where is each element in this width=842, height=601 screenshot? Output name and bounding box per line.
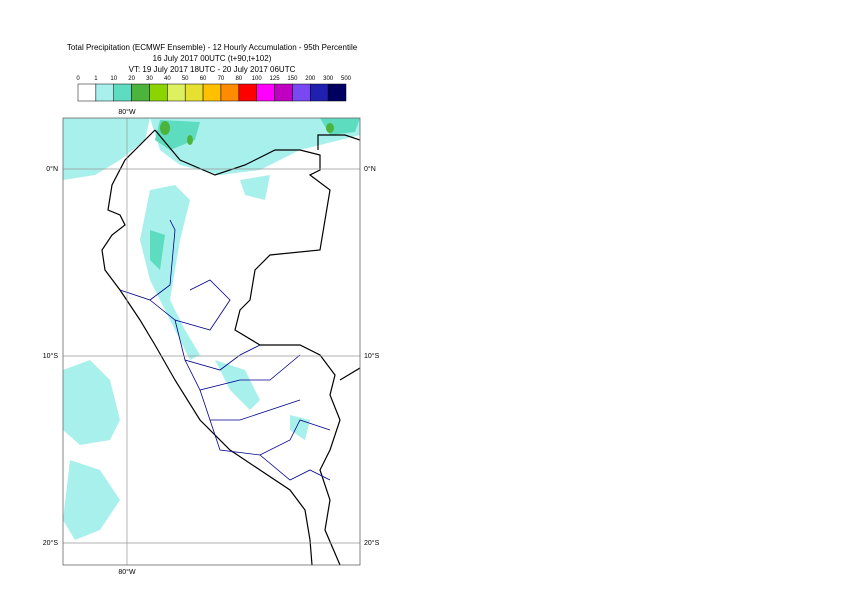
colorbar-box	[274, 83, 293, 102]
valid-time: VT: 19 July 2017 18UTC - 20 July 2017 06…	[129, 65, 296, 74]
colorbar-box	[202, 83, 222, 102]
map-frame	[62, 117, 361, 566]
colorbar-box	[95, 83, 114, 102]
colorbar-label: 100	[252, 76, 263, 82]
lat-label: 10°S	[364, 352, 380, 360]
lat-label: 0°N	[46, 165, 58, 173]
colorbar-box	[220, 83, 240, 102]
lon-label: 80°W	[118, 108, 136, 116]
title: Total Precipitation (ECMWF Ensemble) - 1…	[67, 43, 358, 52]
colorbar-label: 60	[200, 76, 207, 82]
base-time: 16 July 2017 00UTC (t+90,t+102)	[153, 54, 272, 63]
colorbar-box	[77, 83, 97, 102]
lon-label: 80°W	[118, 568, 136, 576]
colorbar-label: 80	[235, 76, 242, 82]
colorbar-label: 70	[218, 76, 225, 82]
colorbar-label: 30	[146, 76, 153, 82]
admin-borders	[119, 219, 331, 481]
colorbar-label: 500	[341, 76, 352, 82]
lat-label: 20°S	[364, 539, 380, 547]
graticule	[63, 118, 360, 565]
colorbar-box	[131, 83, 150, 102]
map	[63, 118, 360, 565]
colorbar-label: 50	[182, 76, 189, 82]
colorbar-box	[238, 83, 257, 102]
colorbar-label: 10	[110, 76, 117, 82]
colorbar-label: 40	[164, 76, 171, 82]
lat-label: 0°N	[364, 165, 376, 173]
colorbar-label: 0	[76, 76, 80, 82]
colorbar-label: 20	[128, 76, 135, 82]
colorbar-box	[113, 83, 132, 102]
colorbar-label: 300	[323, 76, 334, 82]
colorbar-box	[292, 83, 311, 102]
precip-areas	[63, 118, 360, 540]
precip-green	[160, 121, 334, 145]
colorbar-box	[184, 83, 204, 102]
colorbar-box	[327, 83, 347, 102]
colorbar-box	[256, 83, 275, 102]
colorbar-label: 125	[270, 76, 281, 82]
colorbar-box	[149, 83, 168, 102]
lat-label: 20°S	[43, 539, 59, 547]
colorbar-label: 150	[287, 76, 298, 82]
colorbar: 0 1 10 20 30 40 50 60 70 80 100 125 150 200 300 500	[76, 76, 352, 102]
colorbar-label: 200	[305, 76, 316, 82]
lat-label: 10°S	[43, 352, 59, 360]
colorbar-label: 1	[94, 76, 98, 82]
colorbar-box	[167, 83, 186, 102]
colorbar-box	[310, 83, 329, 102]
